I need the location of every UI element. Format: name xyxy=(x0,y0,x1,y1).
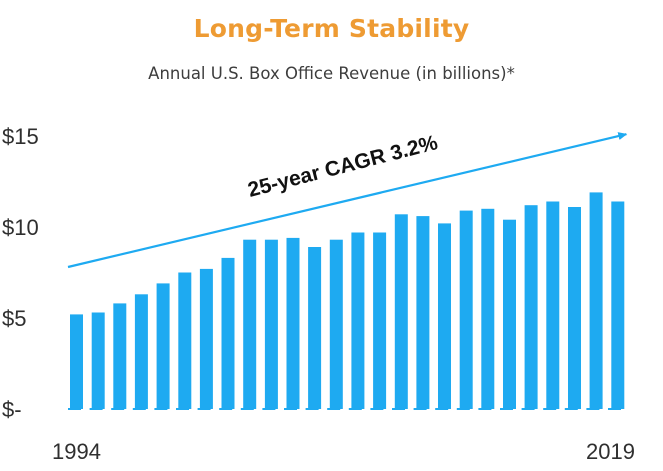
bar-2018 xyxy=(589,192,603,409)
bar-2002 xyxy=(243,239,257,409)
bar-1996 xyxy=(113,303,127,409)
bar-1994 xyxy=(70,314,83,409)
chart-title: Long-Term Stability xyxy=(193,14,470,43)
y-tick-label: $5 xyxy=(2,306,26,331)
bar-2009 xyxy=(394,214,408,409)
bar-2016 xyxy=(546,201,560,409)
bar-2019 xyxy=(611,201,625,409)
bar-1997 xyxy=(134,294,148,409)
bar-2012 xyxy=(459,210,473,409)
bar-2014 xyxy=(503,219,516,409)
bar-2010 xyxy=(416,216,430,409)
x-tick-label-end: 2019 xyxy=(586,439,635,464)
bar-2004 xyxy=(286,237,300,409)
x-axis: 1994 2019 xyxy=(52,439,635,464)
trend-arrow xyxy=(67,132,628,269)
bar-2017 xyxy=(568,207,581,409)
bar-2000 xyxy=(199,268,213,409)
bar-2011 xyxy=(438,223,451,409)
bar-1995 xyxy=(91,312,105,409)
bar-series xyxy=(68,192,628,410)
bar-2006 xyxy=(329,239,343,409)
y-tick-label: $15 xyxy=(2,124,39,149)
bar-2005 xyxy=(308,247,322,409)
bar-1999 xyxy=(178,272,192,409)
y-tick-label: $- xyxy=(2,397,22,422)
bar-2001 xyxy=(221,257,235,409)
bar-2013 xyxy=(481,208,495,409)
y-axis: $- $5 $10 $15 xyxy=(2,124,39,422)
bar-1998 xyxy=(156,283,170,409)
cagr-annotation: 25-year CAGR 3.2% xyxy=(246,131,441,202)
bar-2007 xyxy=(351,232,365,409)
bar-2015 xyxy=(524,205,538,409)
chart-subtitle: Annual U.S. Box Office Revenue (in billi… xyxy=(148,64,515,83)
y-tick-label: $10 xyxy=(2,215,39,240)
x-tick-label-start: 1994 xyxy=(52,439,101,464)
bar-2003 xyxy=(264,239,278,409)
bar-2008 xyxy=(373,232,387,409)
